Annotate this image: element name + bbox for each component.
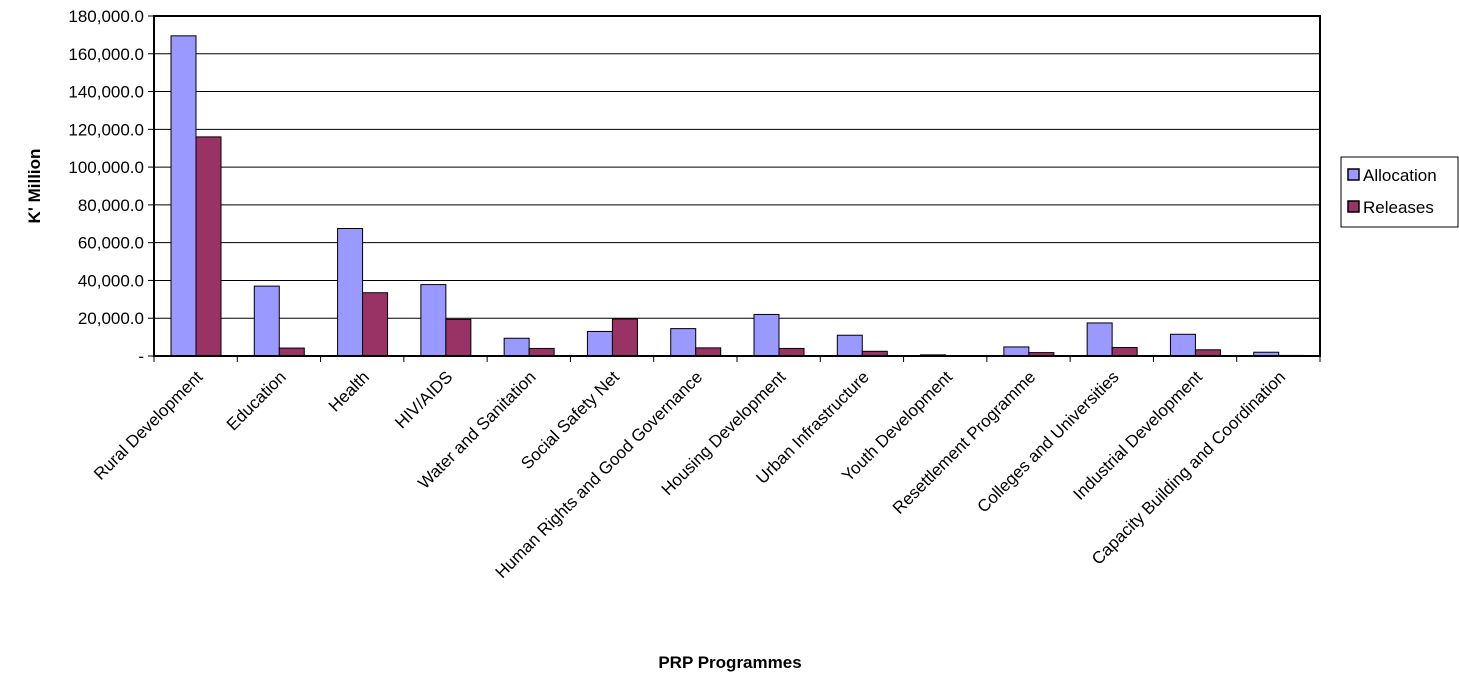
bar-allocation-4: [420, 284, 447, 357]
bar-allocation-12: [1086, 322, 1113, 357]
bar-allocation-3: [337, 228, 364, 357]
bars: [170, 35, 1305, 357]
legend-swatch-releases: [1347, 200, 1360, 213]
bar-allocation-1: [170, 35, 197, 357]
y-tick-label: 180,000.0: [68, 7, 144, 26]
bar-allocation-13: [1169, 333, 1196, 357]
x-axis-title: PRP Programmes: [658, 653, 801, 672]
x-tick-label: HIV/AIDS: [391, 367, 456, 432]
bar-allocation-5: [503, 337, 530, 357]
bar-releases-5: [528, 347, 555, 357]
bar-releases-4: [445, 318, 472, 357]
y-axis-title: K' Million: [25, 149, 44, 224]
y-tick-label: 80,000.0: [78, 196, 144, 215]
legend-label-releases: Releases: [1363, 198, 1434, 217]
bar-allocation-8: [753, 313, 780, 357]
bar-releases-12: [1111, 347, 1138, 357]
y-tick-label: 140,000.0: [68, 83, 144, 102]
bar-releases-1: [195, 136, 222, 357]
x-tick-label: Resettlement Programme: [889, 367, 1039, 517]
bar-releases-7: [695, 347, 722, 357]
legend-box: [1340, 156, 1459, 228]
gridlines: [154, 53, 1320, 319]
bar-releases-6: [611, 318, 638, 357]
legend-swatch-allocation: [1347, 168, 1360, 181]
y-tick-label: 120,000.0: [68, 120, 144, 139]
bar-releases-8: [778, 347, 805, 357]
plot-area-frame: [153, 15, 1321, 357]
legend: Allocation Releases: [1340, 156, 1459, 228]
y-tick-label: 40,000.0: [78, 271, 144, 290]
bar-allocation-7: [670, 328, 697, 357]
bar-allocation-6: [586, 330, 613, 357]
x-tick-label: Health: [325, 367, 373, 415]
bar-allocation-9: [836, 334, 863, 357]
bar-releases-2: [278, 347, 305, 357]
x-tick-label: Education: [223, 367, 290, 434]
bar-allocation-2: [253, 285, 280, 357]
y-tick-label: 160,000.0: [68, 45, 144, 64]
legend-label-allocation: Allocation: [1363, 166, 1437, 185]
bar-allocation-11: [1003, 346, 1030, 357]
x-tick-label: Rural Development: [90, 367, 207, 484]
y-tick-label: 20,000.0: [78, 309, 144, 328]
bar-releases-3: [362, 292, 389, 357]
y-tick-label: -: [138, 347, 144, 366]
y-tick-label: 100,000.0: [68, 158, 144, 177]
x-tick-label: Colleges and Universities: [974, 367, 1123, 516]
y-tick-label: 60,000.0: [78, 234, 144, 253]
